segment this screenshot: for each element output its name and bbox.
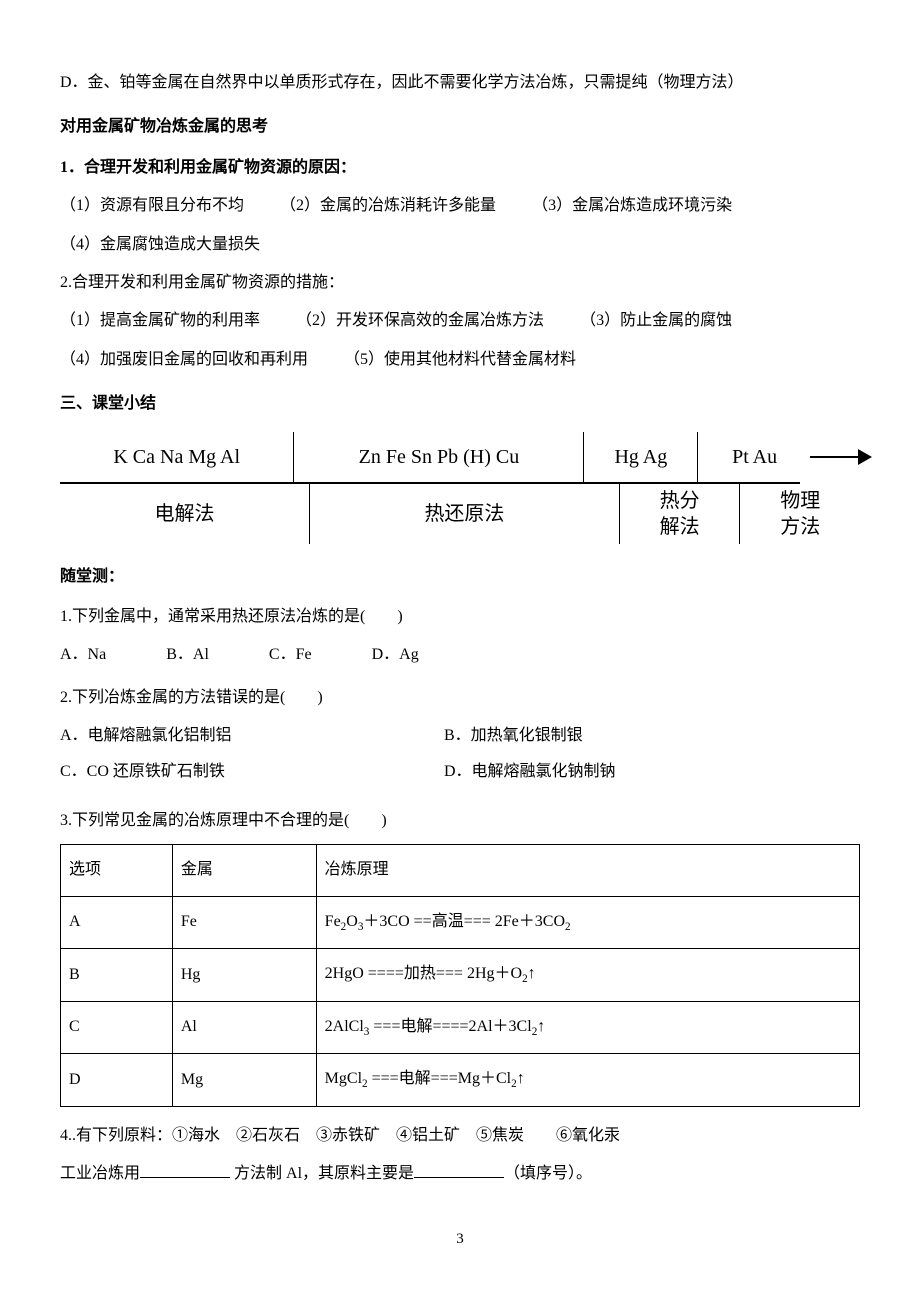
cell-metal: Al xyxy=(172,1001,316,1053)
quiz-heading: 随堂测： xyxy=(60,562,860,592)
arrow-icon xyxy=(810,456,860,458)
cell-metal: Hg xyxy=(172,949,316,1001)
q4-text-a: 工业冶炼用 xyxy=(60,1165,140,1182)
table-row: BHg2HgO ====加热=== 2Hg＋O2↑ xyxy=(61,949,860,1001)
table-row: CAl2AlCl3 ===电解====2Al＋3Cl2↑ xyxy=(61,1001,860,1053)
q1-opt-d: D．Ag xyxy=(372,640,419,670)
table-header-row: 选项 金属 冶炼原理 xyxy=(61,845,860,896)
q1-opt-a: A．Na xyxy=(60,640,106,670)
q4-line2: 工业冶炼用 方法制 Al，其原料主要是 （填序号）。 xyxy=(60,1159,860,1189)
cell-metal: Fe xyxy=(172,896,316,948)
q1-opt-c: C．Fe xyxy=(269,640,312,670)
q4-text-b: 方法制 Al，其原料主要是 xyxy=(230,1165,414,1182)
measure-4: （4）加强废旧金属的回收和再利用 xyxy=(60,351,308,368)
reason-2: （2）金属的冶炼消耗许多能量 xyxy=(280,197,496,214)
heading-summary: 三、课堂小结 xyxy=(60,389,860,419)
diagram-top-cell: Hg Ag xyxy=(583,432,697,482)
cell-option: A xyxy=(61,896,173,948)
summary-diagram: K Ca Na Mg AlZn Fe Sn Pb (H) CuHg AgPt A… xyxy=(60,432,860,544)
reasons-line1: （1）资源有限且分布不均 （2）金属的冶炼消耗许多能量 （3）金属冶炼造成环境污… xyxy=(60,191,860,221)
diagram-bottom-cell: 热还原法 xyxy=(309,484,619,544)
measures-line1: （1）提高金属矿物的利用率 （2）开发环保高效的金属冶炼方法 （3）防止金属的腐… xyxy=(60,306,860,336)
diagram-top-cell: Pt Au xyxy=(697,432,811,482)
blank-method xyxy=(140,1161,230,1178)
table-row: AFeFe2O3＋3CO ==高温=== 2Fe＋3CO2 xyxy=(61,896,860,948)
th-metal: 金属 xyxy=(172,845,316,896)
reason-4: （4）金属腐蚀造成大量损失 xyxy=(60,230,860,260)
q2-opt-d: D．电解熔融氯化钠制钠 xyxy=(444,757,828,787)
reason-1: （1）资源有限且分布不均 xyxy=(60,197,244,214)
diagram-top-cell: K Ca Na Mg Al xyxy=(60,432,293,482)
cell-metal: Mg xyxy=(172,1054,316,1106)
measure-3: （3）防止金属的腐蚀 xyxy=(580,312,732,329)
diagram-bottom-cell: 热分 解法 xyxy=(619,484,740,544)
table-row: DMgMgCl2 ===电解===Mg＋Cl2↑ xyxy=(61,1054,860,1106)
q1-options: A．Na B．Al C．Fe D．Ag xyxy=(60,640,860,670)
measure-1: （1）提高金属矿物的利用率 xyxy=(60,312,260,329)
q1-opt-b: B．Al xyxy=(166,640,209,670)
q2-opt-a: A．电解熔融氯化铝制铝 xyxy=(60,721,444,751)
q4-text-c: （填序号）。 xyxy=(504,1165,592,1182)
measures-line2: （4）加强废旧金属的回收和再利用 （5）使用其他材料代替金属材料 xyxy=(60,345,860,375)
th-option: 选项 xyxy=(61,845,173,896)
q3-stem: 3.下列常见金属的冶炼原理中不合理的是( ) xyxy=(60,806,860,836)
diagram-bottom-cell: 物理 方法 xyxy=(739,484,860,544)
page-number: 3 xyxy=(60,1225,860,1254)
cell-equation: Fe2O3＋3CO ==高温=== 2Fe＋3CO2 xyxy=(316,896,859,948)
q2-options: A．电解熔融氯化铝制铝 B．加热氧化银制银 C．CO 还原铁矿石制铁 D．电解熔… xyxy=(60,721,860,794)
q1-stem: 1.下列金属中，通常采用热还原法冶炼的是( ) xyxy=(60,602,860,632)
diagram-top-cell: Zn Fe Sn Pb (H) Cu xyxy=(293,432,583,482)
cell-equation: 2AlCl3 ===电解====2Al＋3Cl2↑ xyxy=(316,1001,859,1053)
cell-option: C xyxy=(61,1001,173,1053)
q2-opt-c: C．CO 还原铁矿石制铁 xyxy=(60,757,444,787)
blank-material xyxy=(414,1161,504,1178)
cell-option: B xyxy=(61,949,173,1001)
q3-table: 选项 金属 冶炼原理 AFeFe2O3＋3CO ==高温=== 2Fe＋3CO2… xyxy=(60,844,860,1106)
th-principle: 冶炼原理 xyxy=(316,845,859,896)
cell-option: D xyxy=(61,1054,173,1106)
reason-3: （3）金属冶炼造成环境污染 xyxy=(532,197,732,214)
option-d-text: D．金、铂等金属在自然界中以单质形式存在，因此不需要化学方法冶炼，只需提纯（物理… xyxy=(60,68,860,98)
cell-equation: MgCl2 ===电解===Mg＋Cl2↑ xyxy=(316,1054,859,1106)
measure-title: 2.合理开发和利用金属矿物资源的措施： xyxy=(60,268,860,298)
measure-2: （2）开发环保高效的金属冶炼方法 xyxy=(296,312,544,329)
q4-line1: 4..有下列原料：①海水 ②石灰石 ③赤铁矿 ④铝土矿 ⑤焦炭 ⑥氧化汞 xyxy=(60,1121,860,1151)
diagram-bottom-cell: 电解法 xyxy=(60,484,309,544)
reason-title: 1．合理开发和利用金属矿物资源的原因： xyxy=(60,153,860,183)
cell-equation: 2HgO ====加热=== 2Hg＋O2↑ xyxy=(316,949,859,1001)
heading-thinking: 对用金属矿物冶炼金属的思考 xyxy=(60,112,860,142)
q2-opt-b: B．加热氧化银制银 xyxy=(444,721,828,751)
q2-stem: 2.下列冶炼金属的方法错误的是( ) xyxy=(60,683,860,713)
measure-5: （5）使用其他材料代替金属材料 xyxy=(344,351,576,368)
